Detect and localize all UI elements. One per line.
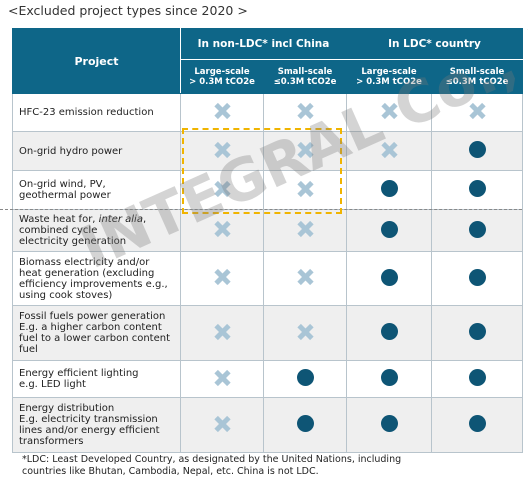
dot-icon	[380, 323, 398, 340]
cross-icon	[213, 102, 231, 120]
row-label: On-grid hydro power	[12, 131, 181, 171]
text: geothermal power	[19, 190, 111, 201]
group-header: In non-LDC* incl China	[180, 28, 347, 60]
dot-icon	[468, 323, 486, 340]
text: On-grid wind, PV,	[19, 179, 106, 190]
text: countries like Bhutan, Cambodia, Nepal, …	[22, 466, 319, 477]
cross-icon	[213, 415, 231, 433]
dot-icon	[380, 415, 398, 432]
cross-icon	[213, 323, 231, 341]
row-label: Waste heat for, inter alia, combined cycl…	[12, 209, 181, 252]
dot-icon	[380, 180, 398, 197]
text: fuel	[19, 344, 38, 355]
text: Small-scale	[449, 66, 505, 77]
table: Project In non-LDC* incl China In LDC* c…	[12, 28, 524, 453]
dot-icon	[380, 268, 398, 286]
cross-icon	[213, 369, 231, 387]
text: E.g. a higher carbon content	[19, 322, 162, 333]
dot-icon	[468, 415, 486, 432]
text: E.g. electricity transmission	[19, 414, 158, 425]
text: Energy efficient lighting	[19, 368, 139, 379]
footnote: *LDC: Least Developed Country, as design…	[22, 454, 401, 478]
text: Fossil fuels power generation	[19, 311, 166, 322]
dot-icon	[468, 220, 486, 238]
text: electricity generation	[19, 236, 127, 247]
text: using cook stoves)	[19, 289, 113, 301]
dot-icon	[468, 180, 486, 197]
cross-icon	[296, 323, 314, 341]
text: HFC-23 emission reduction	[19, 107, 154, 118]
row-label: On-grid wind, PV, geothermal power	[12, 170, 181, 210]
title: <Excluded project types since 2020 >	[8, 3, 248, 18]
text: > 0.3M tCO2e	[356, 76, 422, 87]
text: efficiency improvements e.g.,	[19, 278, 168, 290]
text: lines and/or energy efficient	[19, 425, 160, 436]
text: Biomass electricity and/or	[19, 256, 150, 268]
dot-icon	[380, 369, 398, 386]
separator	[0, 209, 522, 210]
cross-icon	[213, 268, 231, 286]
row-label: Energy distribution E.g. electricity tran…	[12, 397, 181, 453]
cross-icon	[296, 220, 314, 238]
text: Large-scale	[194, 66, 250, 77]
text: Small-scale	[277, 66, 333, 77]
dot-icon	[380, 220, 398, 238]
text: ≤0.3M tCO2e	[445, 76, 509, 87]
text: heat generation (excluding	[19, 267, 155, 279]
highlight-box	[182, 128, 342, 214]
sub-header: Large-scale > 0.3M tCO2e	[180, 59, 264, 94]
dot-icon	[468, 369, 486, 386]
text: combined cycle	[19, 225, 98, 236]
dot-icon	[468, 268, 486, 286]
dot-icon	[296, 415, 314, 432]
text: > 0.3M tCO2e	[189, 76, 255, 87]
dot-icon	[468, 141, 486, 158]
row-label: Energy efficient lighting e.g. LED light	[12, 360, 181, 398]
text: transformers	[19, 436, 84, 447]
text: On-grid hydro power	[19, 145, 123, 157]
text: fuel to a lower carbon content	[19, 333, 171, 344]
text: *LDC: Least Developed Country, as design…	[22, 454, 402, 465]
text: ≤0.3M tCO2e	[273, 76, 337, 87]
sub-header: Small-scale ≤0.3M tCO2e	[430, 59, 524, 94]
cross-icon	[296, 268, 314, 286]
sub-header: Small-scale ≤0.3M tCO2e	[263, 59, 347, 94]
text: Large-scale	[361, 66, 417, 77]
header-project: Project	[12, 28, 181, 94]
text: inter alia	[98, 214, 143, 225]
text: Energy distribution	[19, 403, 115, 414]
dot-icon	[296, 369, 314, 386]
text: Waste heat for,	[19, 214, 99, 225]
text: ,	[142, 214, 147, 225]
text: e.g. LED light	[19, 379, 86, 390]
row-label: Fossil fuels power generation E.g. a high…	[12, 305, 181, 361]
row-label: HFC-23 emission reduction	[12, 93, 181, 132]
